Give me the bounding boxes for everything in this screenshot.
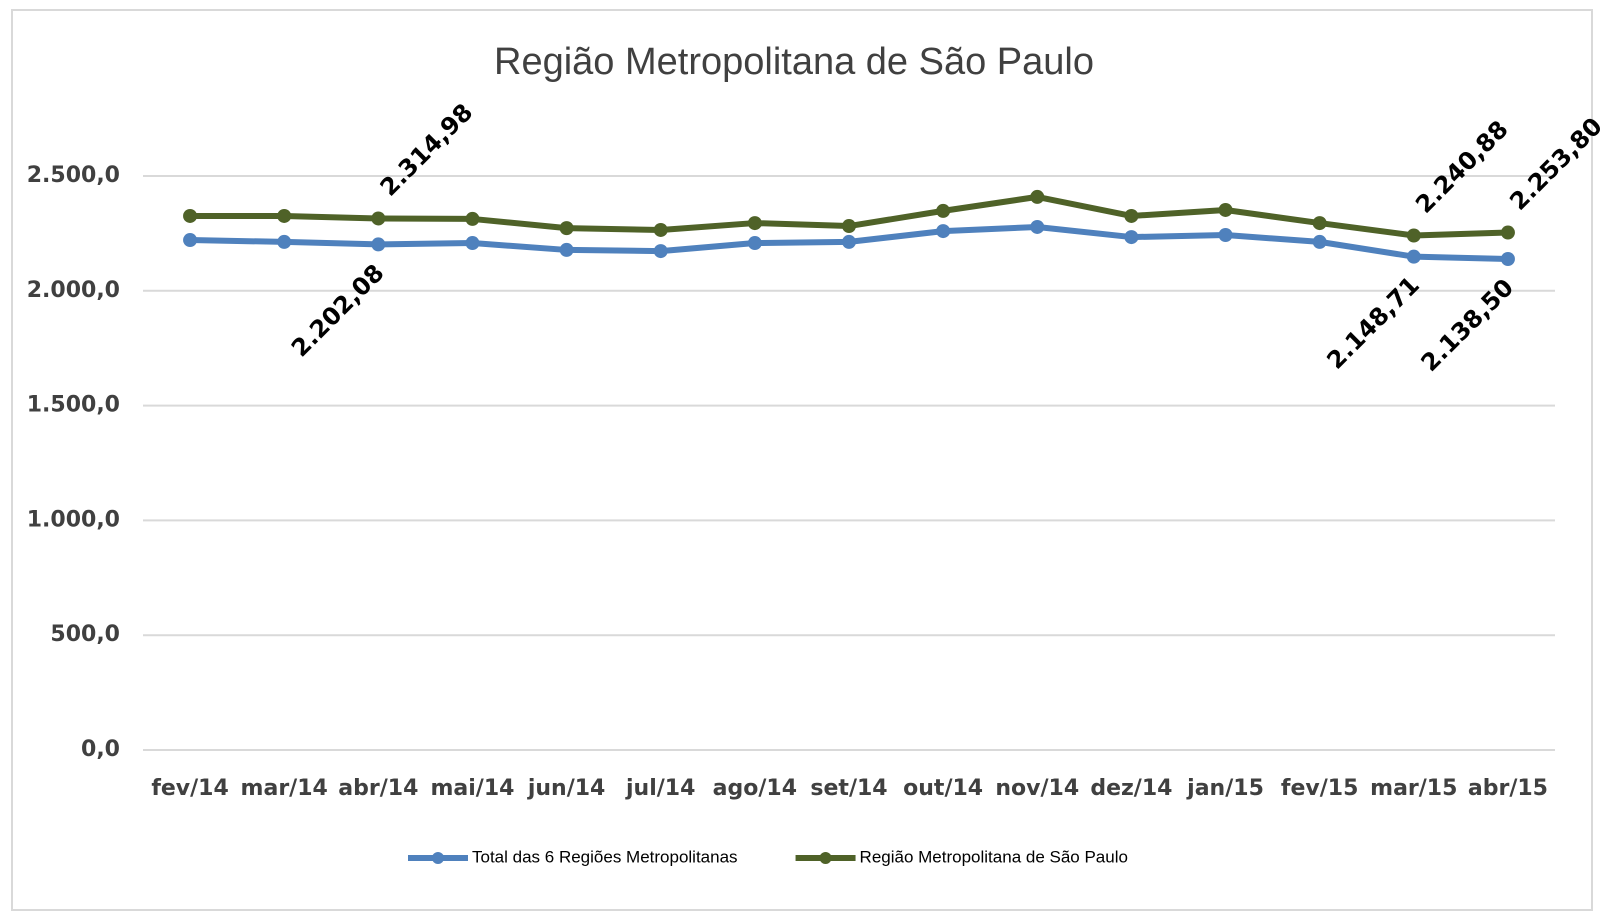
marker [747, 216, 762, 231]
x-tick-label: ago/14 [713, 776, 797, 801]
legend-label: Região Metropolitana de São Paulo [860, 847, 1128, 866]
marker [465, 211, 480, 226]
marker [653, 222, 668, 237]
marker [559, 221, 574, 236]
y-tick-label: 2.500,0 [27, 163, 120, 188]
x-tick-label: abr/14 [338, 776, 418, 801]
x-tick-label: fev/14 [151, 776, 228, 801]
marker [936, 224, 951, 239]
marker [183, 233, 198, 248]
x-tick-label: fev/15 [1281, 776, 1358, 801]
marker [1030, 219, 1045, 234]
marker [747, 236, 762, 251]
marker [1500, 225, 1515, 240]
x-tick-label: mai/14 [430, 776, 514, 801]
marker [1406, 249, 1421, 264]
marker [653, 244, 668, 259]
x-tick-label: nov/14 [995, 776, 1079, 801]
marker [371, 237, 386, 252]
x-tick-label: mar/14 [241, 776, 328, 801]
marker [1218, 228, 1233, 243]
marker [559, 242, 574, 257]
marker [842, 219, 856, 234]
marker [842, 234, 856, 249]
x-tick-label: out/14 [903, 776, 983, 801]
x-tick-label: jan/15 [1186, 776, 1264, 801]
y-tick-label: 2.000,0 [27, 278, 120, 303]
chart-title: Região Metropolitana de São Paulo [494, 41, 1094, 83]
chart-frame [11, 9, 1593, 911]
x-tick-label: mar/15 [1370, 776, 1457, 801]
marker [277, 234, 292, 249]
marker [371, 211, 386, 226]
marker [1030, 189, 1045, 204]
legend-marker [819, 852, 832, 864]
x-tick-label: abr/15 [1468, 776, 1548, 801]
x-tick-label: dez/14 [1090, 776, 1172, 801]
marker [1500, 252, 1515, 267]
marker [1312, 234, 1327, 249]
y-tick-label: 1.500,0 [27, 393, 120, 418]
marker [1312, 216, 1327, 231]
legend-marker [432, 852, 444, 864]
marker [1406, 228, 1421, 243]
y-tick-label: 500,0 [50, 622, 120, 647]
marker [1218, 202, 1233, 217]
marker [277, 208, 292, 223]
marker [1124, 208, 1139, 223]
marker [936, 203, 951, 218]
y-tick-label: 0,0 [81, 737, 120, 762]
marker [183, 208, 198, 223]
x-tick-label: jul/14 [625, 776, 695, 801]
legend-label: Total das 6 Regiões Metropolitanas [472, 847, 738, 866]
x-tick-label: jun/14 [527, 776, 606, 801]
marker [465, 236, 480, 251]
y-tick-label: 1.000,0 [27, 507, 120, 532]
x-tick-label: set/14 [810, 776, 887, 801]
marker [1124, 230, 1139, 245]
